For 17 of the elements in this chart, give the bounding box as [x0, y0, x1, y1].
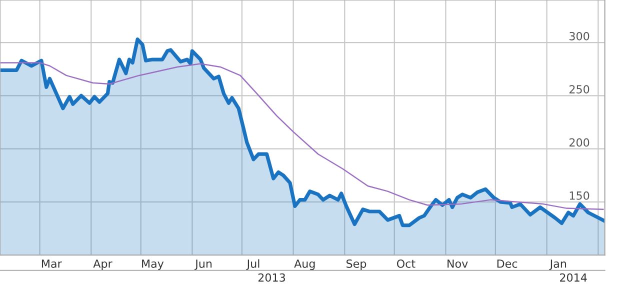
x-tick-label: Jun [194, 260, 212, 270]
x-tick-label: Jul [246, 259, 260, 270]
x-tick-label: Sep [346, 259, 366, 270]
x-tick-label: Dec [497, 260, 518, 268]
x-tick-label: Nov [448, 260, 468, 268]
y-tick-label: 300 [570, 32, 590, 40]
y-tick-label: 250 [570, 85, 590, 94]
x-tick-label: Oct [396, 259, 416, 268]
x2-tick-label: 2013 [258, 273, 285, 282]
y-tick-label: 150 [570, 191, 590, 200]
x-tick-label: May [142, 260, 164, 270]
x-tick-label: Aug [294, 260, 315, 270]
x-tick-label: Jan [549, 260, 566, 270]
x-tick-label: Apr [93, 260, 112, 270]
x-tick-label: Mar [42, 260, 62, 268]
y-tick-label: 200 [570, 138, 590, 147]
x2-tick-label: 2014 [560, 273, 587, 282]
